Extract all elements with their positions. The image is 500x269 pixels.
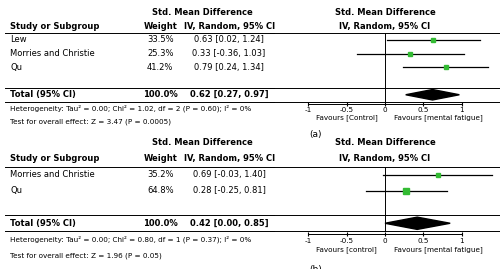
Text: 0.5: 0.5 <box>418 238 429 244</box>
Text: 35.2%: 35.2% <box>147 170 174 179</box>
Text: 0.69 [-0.03, 1.40]: 0.69 [-0.03, 1.40] <box>192 170 266 179</box>
Text: 0.62 [0.27, 0.97]: 0.62 [0.27, 0.97] <box>190 90 268 99</box>
Text: IV, Random, 95% CI: IV, Random, 95% CI <box>184 22 274 30</box>
Text: Weight: Weight <box>144 154 177 163</box>
Text: Total (95% CI): Total (95% CI) <box>10 90 76 99</box>
Text: -0.5: -0.5 <box>340 238 353 244</box>
Text: 100.0%: 100.0% <box>143 219 178 228</box>
Text: IV, Random, 95% CI: IV, Random, 95% CI <box>340 22 430 30</box>
Text: Qu: Qu <box>10 186 22 196</box>
Text: Study or Subgroup: Study or Subgroup <box>10 154 100 163</box>
Text: (b): (b) <box>309 265 322 269</box>
Text: -0.5: -0.5 <box>340 107 353 113</box>
Text: Std. Mean Difference: Std. Mean Difference <box>334 8 436 17</box>
Text: (a): (a) <box>309 130 322 140</box>
Text: IV, Random, 95% CI: IV, Random, 95% CI <box>184 154 274 163</box>
Text: 0.5: 0.5 <box>418 107 429 113</box>
Text: Favours [mental fatigue]: Favours [mental fatigue] <box>394 246 483 253</box>
Text: 0: 0 <box>382 238 388 244</box>
Text: Std. Mean Difference: Std. Mean Difference <box>152 8 252 17</box>
Text: 0.79 [0.24, 1.34]: 0.79 [0.24, 1.34] <box>194 63 264 72</box>
Text: Weight: Weight <box>144 22 177 30</box>
Polygon shape <box>385 217 450 229</box>
Text: Study or Subgroup: Study or Subgroup <box>10 22 100 30</box>
Text: IV, Random, 95% CI: IV, Random, 95% CI <box>340 154 430 163</box>
Text: Favours [mental fatigue]: Favours [mental fatigue] <box>394 114 483 121</box>
Text: 0.42 [0.00, 0.85]: 0.42 [0.00, 0.85] <box>190 219 268 228</box>
Text: Morries and Christie: Morries and Christie <box>10 49 95 58</box>
Text: 0.63 [0.02, 1.24]: 0.63 [0.02, 1.24] <box>194 35 264 44</box>
Text: Qu: Qu <box>10 63 22 72</box>
Text: 1: 1 <box>460 238 464 244</box>
Text: Favours [Control]: Favours [Control] <box>316 114 378 121</box>
Text: 64.8%: 64.8% <box>147 186 174 196</box>
Text: Std. Mean Difference: Std. Mean Difference <box>152 138 252 147</box>
Text: 0.28 [-0.25, 0.81]: 0.28 [-0.25, 0.81] <box>192 186 266 196</box>
Text: Favours [control]: Favours [control] <box>316 246 377 253</box>
Text: Test for overall effect: Z = 3.47 (P = 0.0005): Test for overall effect: Z = 3.47 (P = 0… <box>10 119 172 126</box>
Text: 1: 1 <box>460 107 464 113</box>
Text: 33.5%: 33.5% <box>147 35 174 44</box>
Text: 0: 0 <box>382 107 388 113</box>
Text: 41.2%: 41.2% <box>147 63 174 72</box>
Text: Morries and Christie: Morries and Christie <box>10 170 95 179</box>
Text: Lew: Lew <box>10 35 27 44</box>
Text: Test for overall effect: Z = 1.96 (P = 0.05): Test for overall effect: Z = 1.96 (P = 0… <box>10 252 162 259</box>
Text: Heterogeneity: Tau² = 0.00; Chi² = 1.02, df = 2 (P = 0.60); I² = 0%: Heterogeneity: Tau² = 0.00; Chi² = 1.02,… <box>10 105 252 112</box>
Text: Heterogeneity: Tau² = 0.00; Chi² = 0.80, df = 1 (P = 0.37); I² = 0%: Heterogeneity: Tau² = 0.00; Chi² = 0.80,… <box>10 236 252 243</box>
Text: 0.33 [-0.36, 1.03]: 0.33 [-0.36, 1.03] <box>192 49 266 58</box>
Text: -1: -1 <box>304 238 312 244</box>
Text: Std. Mean Difference: Std. Mean Difference <box>334 138 436 147</box>
Polygon shape <box>406 90 460 100</box>
Text: 100.0%: 100.0% <box>143 90 178 99</box>
Text: Total (95% CI): Total (95% CI) <box>10 219 76 228</box>
Text: -1: -1 <box>304 107 312 113</box>
Text: 25.3%: 25.3% <box>147 49 174 58</box>
